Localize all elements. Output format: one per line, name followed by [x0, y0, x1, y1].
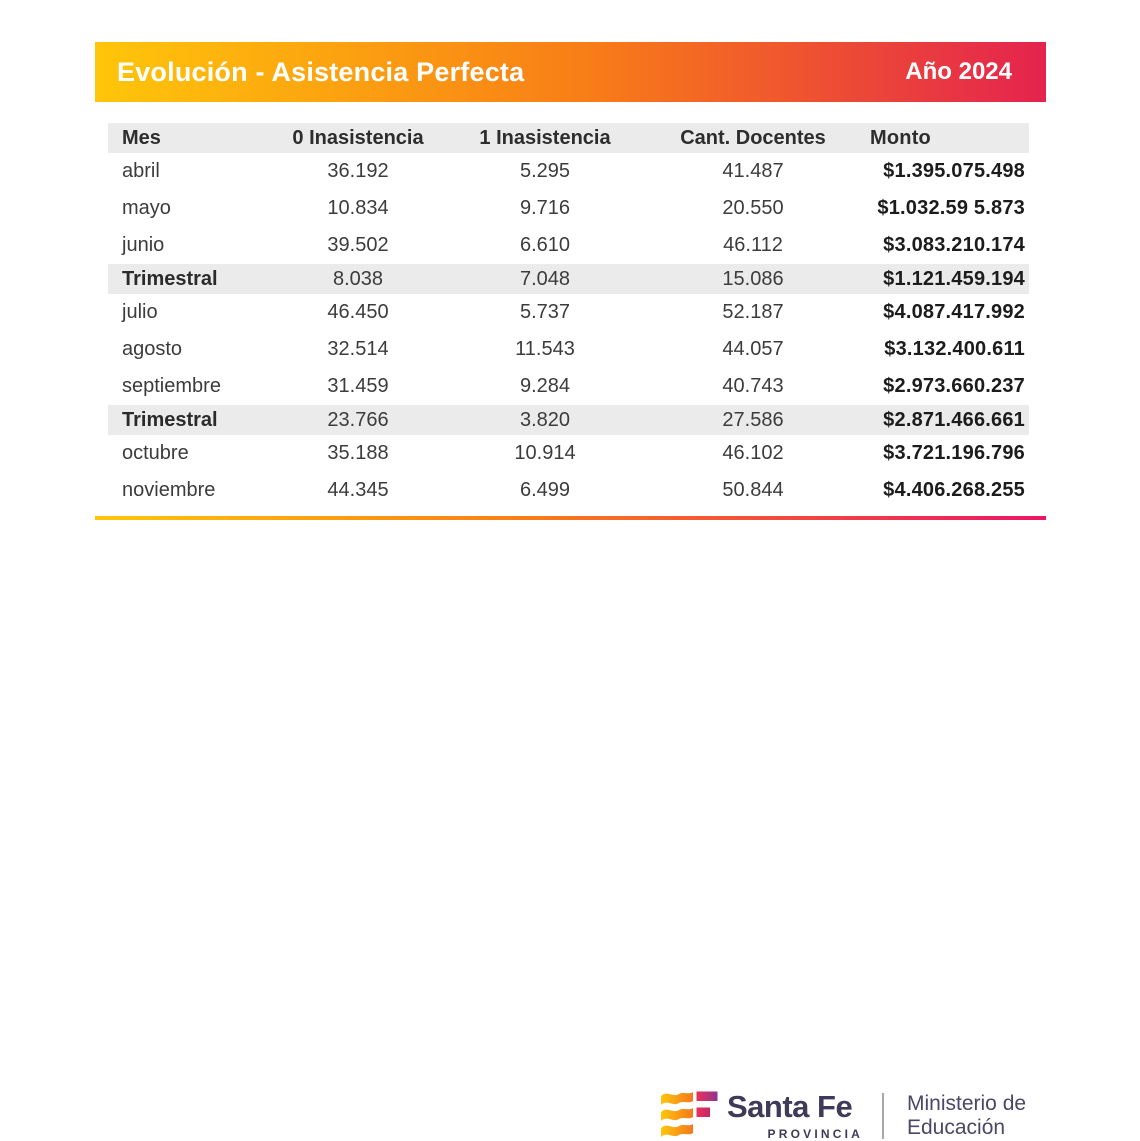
cell-0-inasistencia: 8.038	[332, 267, 384, 290]
cell-monto: $1.032.59 5.873	[877, 197, 1025, 219]
cell-1-inasistencia: 6.610	[519, 234, 571, 256]
table-header-row: Mes 0 Inasistencia 1 Inasistencia Cant. …	[108, 123, 1029, 153]
footer-gradient-rule	[95, 516, 1046, 520]
cell-0-inasistencia: 35.188	[327, 442, 389, 464]
table-row: septiembre 31.459 9.284 40.743 $2.973.66…	[108, 368, 1029, 405]
cell-cant-docentes: 27.586	[722, 408, 784, 431]
brand-name: Santa Fe	[727, 1089, 853, 1124]
ministry-line2: Educación	[907, 1116, 1006, 1139]
cell-0-inasistencia: 10.834	[327, 197, 389, 219]
cell-mes: Trimestral	[122, 267, 218, 290]
table-row: agosto 32.514 11.543 44.057 $3.132.400.6…	[108, 331, 1029, 368]
santafe-flag-icon	[661, 1091, 718, 1137]
cell-0-inasistencia: 39.502	[327, 234, 389, 256]
cell-cant-docentes: 44.057	[722, 338, 784, 360]
cell-mes: noviembre	[122, 479, 216, 501]
cell-monto: $1.395.075.498	[883, 160, 1025, 182]
cell-cant-docentes: 46.102	[722, 442, 784, 464]
cell-cant-docentes: 20.550	[722, 197, 784, 219]
column-header-monto: Monto	[870, 126, 931, 149]
brand-subtitle: PROVINCIA	[767, 1127, 863, 1141]
cell-1-inasistencia: 9.284	[519, 375, 571, 397]
cell-cant-docentes: 40.743	[722, 375, 784, 397]
cell-monto: $3.083.210.174	[883, 234, 1025, 256]
cell-cant-docentes: 46.112	[723, 234, 783, 256]
attendance-table: Mes 0 Inasistencia 1 Inasistencia Cant. …	[108, 123, 1029, 509]
cell-1-inasistencia: 10.914	[514, 442, 576, 464]
column-header-1-inasistencia: 1 Inasistencia	[479, 126, 611, 149]
table-row: junio 39.502 6.610 46.112 $3.083.210.174	[108, 227, 1029, 264]
cell-mes: octubre	[122, 442, 189, 464]
cell-mes: junio	[122, 234, 165, 256]
cell-mes: abril	[122, 160, 160, 182]
cell-0-inasistencia: 44.345	[327, 479, 389, 501]
cell-mes: agosto	[122, 338, 183, 360]
cell-monto: $4.087.417.992	[883, 301, 1025, 323]
cell-mes: julio	[122, 301, 158, 323]
table-row: octubre 35.188 10.914 46.102 $3.721.196.…	[108, 435, 1029, 472]
cell-cant-docentes: 41.487	[722, 160, 784, 182]
year-badge: Año 2024	[905, 58, 1012, 85]
footer: Santa Fe PROVINCIA Ministerio de Educaci…	[0, 540, 1140, 1141]
cell-mes: mayo	[122, 197, 171, 219]
ministry-label: Ministerio de Educación	[907, 1092, 1026, 1140]
cell-1-inasistencia: 5.295	[519, 160, 571, 182]
cell-1-inasistencia: 5.737	[519, 301, 571, 323]
title-band: Evolución - Asistencia Perfecta Año 2024	[95, 42, 1046, 102]
table-row: noviembre 44.345 6.499 50.844 $4.406.268…	[108, 472, 1029, 509]
cell-mes: Trimestral	[122, 408, 218, 431]
cell-mes: septiembre	[122, 375, 221, 397]
cell-monto: $4.406.268.255	[883, 479, 1025, 501]
cell-0-inasistencia: 36.192	[327, 160, 389, 182]
cell-0-inasistencia: 46.450	[327, 301, 389, 323]
cell-1-inasistencia: 9.716	[519, 197, 571, 219]
cell-1-inasistencia: 7.048	[519, 267, 571, 290]
cell-monto: $1.121.459.194	[883, 267, 1025, 290]
cell-monto: $2.973.660.237	[883, 375, 1025, 397]
table-row: julio 46.450 5.737 52.187 $4.087.417.992	[108, 294, 1029, 331]
cell-1-inasistencia: 6.499	[519, 479, 571, 501]
cell-1-inasistencia: 11.543	[515, 338, 575, 360]
cell-monto: $3.132.400.611	[884, 338, 1025, 360]
cell-monto: $3.721.196.796	[883, 442, 1025, 464]
cell-cant-docentes: 52.187	[722, 301, 784, 323]
column-header-0-inasistencia: 0 Inasistencia	[292, 126, 424, 149]
cell-cant-docentes: 50.844	[722, 479, 784, 501]
cell-monto: $2.871.466.661	[883, 408, 1025, 431]
brand-block: Santa Fe PROVINCIA	[727, 1090, 863, 1141]
column-header-cant-docentes: Cant. Docentes	[680, 126, 826, 149]
page-title: Evolución - Asistencia Perfecta	[117, 56, 525, 87]
cell-0-inasistencia: 23.766	[327, 408, 389, 431]
footer-divider	[882, 1093, 884, 1139]
table-row: Trimestral 8.038 7.048 15.086 $1.121.459…	[108, 264, 1029, 294]
column-header-mes: Mes	[122, 126, 161, 149]
table-body: abril 36.192 5.295 41.487 $1.395.075.498…	[108, 153, 1029, 509]
ministry-line1: Ministerio de	[907, 1092, 1027, 1115]
cell-1-inasistencia: 3.820	[519, 408, 571, 431]
table-row: mayo 10.834 9.716 20.550 $1.032.59 5.873	[108, 190, 1029, 227]
cell-0-inasistencia: 31.459	[327, 375, 389, 397]
table-row: Trimestral 23.766 3.820 27.586 $2.871.46…	[108, 405, 1029, 435]
cell-cant-docentes: 15.086	[722, 267, 784, 290]
table-row: abril 36.192 5.295 41.487 $1.395.075.498	[108, 153, 1029, 190]
cell-0-inasistencia: 32.514	[327, 338, 389, 360]
